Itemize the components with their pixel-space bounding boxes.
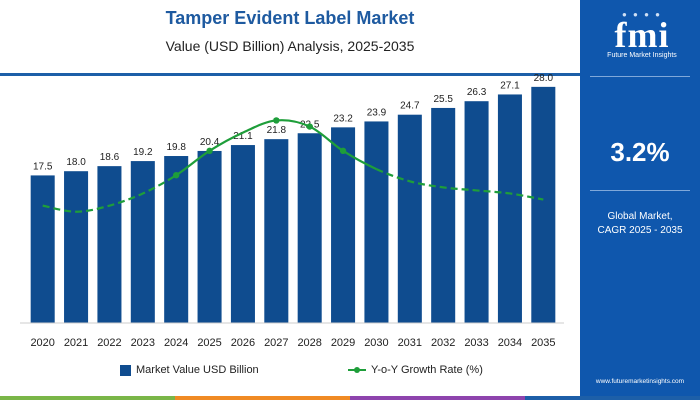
x-tick-label-2029: 2029: [331, 337, 355, 349]
bar-2023: [130, 161, 155, 323]
strip-segment-purple: [350, 396, 525, 400]
bar-line-chart: 17.5 2020 18.0 2021 18.6 2022 19.2 2023 19.8 2024…: [20, 73, 564, 349]
legend-label-market-value: Market Value USD Billion: [136, 364, 259, 376]
bar-2028: [297, 133, 322, 323]
bar-2032: [431, 107, 456, 323]
x-tick-label-2023: 2023: [131, 337, 155, 349]
sidebar-divider-top: [590, 76, 690, 77]
bar-value-label-2034: 27.1: [500, 80, 520, 91]
logo-text: fmi: [614, 15, 670, 55]
logo-icons: ● ● ● ●: [622, 10, 662, 19]
title-divider: [0, 73, 580, 76]
x-tick-label-2021: 2021: [64, 337, 88, 349]
bar-2035: [531, 86, 556, 323]
website-link[interactable]: www.futuremarketinsights.com: [595, 378, 685, 385]
x-tick-label-2033: 2033: [464, 337, 488, 349]
bar-2034: [497, 94, 522, 323]
bar-2020: [30, 175, 55, 323]
bar-value-label-2030: 23.9: [367, 107, 387, 118]
sidebar-divider-middle: [590, 190, 690, 191]
legend-bar-swatch: [120, 364, 131, 376]
bar-value-label-2035: 28.0: [534, 73, 554, 84]
bar-value-label-2022: 18.6: [100, 152, 120, 163]
bar-value-label-2031: 24.7: [400, 101, 420, 112]
bar-2031: [397, 114, 422, 324]
bar-value-label-2033: 26.3: [467, 87, 487, 98]
x-tick-label-2025: 2025: [197, 337, 221, 349]
x-tick-label-2020: 2020: [30, 337, 54, 349]
logo-subtitle: Future Market Insights: [607, 52, 677, 59]
bar-2022: [97, 166, 122, 323]
bar-value-label-2025: 20.4: [200, 137, 220, 148]
legend-item-growth-rate: Y-o-Y Growth Rate (%): [348, 362, 483, 378]
cagr-label: Global Market, CAGR 2025 - 2035: [580, 210, 700, 238]
strip-segment-green: [0, 396, 175, 400]
x-tick-label-2024: 2024: [164, 337, 188, 349]
bar-2021: [64, 171, 89, 323]
strip-segment-blue: [525, 396, 700, 400]
x-tick-label-2030: 2030: [364, 337, 388, 349]
growth-point-2024: [172, 172, 180, 179]
cagr-label-line1: Global Market,: [607, 211, 673, 222]
cagr-value: 3.2%: [610, 137, 670, 167]
bar-2027: [264, 139, 289, 323]
x-tick-label-2026: 2026: [231, 337, 255, 349]
bar-value-label-2023: 19.2: [133, 147, 153, 158]
bar-2029: [331, 127, 356, 323]
strip-segment-orange: [175, 396, 350, 400]
legend-item-market-value: Market Value USD Billion: [120, 362, 259, 378]
chart-title: Tamper Evident Label Market: [165, 8, 415, 28]
bar-value-label-2029: 23.2: [333, 113, 353, 124]
growth-line-start: [42, 174, 177, 213]
x-tick-label-2031: 2031: [398, 337, 422, 349]
x-tick-label-2034: 2034: [498, 337, 522, 349]
bar-value-label-2021: 18.0: [66, 157, 86, 168]
legend-label-growth-rate: Y-o-Y Growth Rate (%): [371, 364, 483, 376]
bar-2025: [197, 150, 222, 323]
bar-value-label-2026: 21.1: [233, 131, 253, 142]
bar-2030: [364, 121, 389, 324]
legend-line-swatch: [348, 365, 366, 375]
bar-value-label-2024: 19.8: [166, 142, 186, 153]
growth-point-2027: [273, 117, 280, 124]
bottom-color-strip: [0, 396, 700, 400]
growth-point-2025: [206, 147, 213, 155]
bar-2024: [164, 156, 189, 323]
x-tick-label-2035: 2035: [531, 337, 555, 349]
fmi-logo: ● ● ● ● fmi Future Market Insights: [592, 4, 692, 68]
bar-value-label-2020: 17.5: [33, 161, 53, 172]
chart-panel: Tamper Evident Label Market Value (USD B…: [0, 8, 580, 378]
growth-point-2028: [306, 123, 313, 130]
sidebar-panel: ● ● ● ● fmi Future Market Insights 3.2% …: [580, 0, 700, 400]
x-tick-label-2028: 2028: [297, 337, 321, 349]
bar-2026: [230, 145, 255, 323]
growth-point-2029: [339, 147, 347, 155]
bar-2033: [464, 101, 489, 323]
chart-subtitle: Value (USD Billion) Analysis, 2025-2035: [165, 38, 415, 54]
bar-value-label-2027: 21.8: [267, 125, 287, 136]
x-tick-label-2027: 2027: [264, 337, 288, 349]
x-tick-label-2032: 2032: [431, 337, 455, 349]
cagr-label-line2: CAGR 2025 - 2035: [597, 225, 683, 236]
x-tick-label-2022: 2022: [97, 337, 121, 349]
bar-value-label-2032: 25.5: [433, 94, 453, 105]
